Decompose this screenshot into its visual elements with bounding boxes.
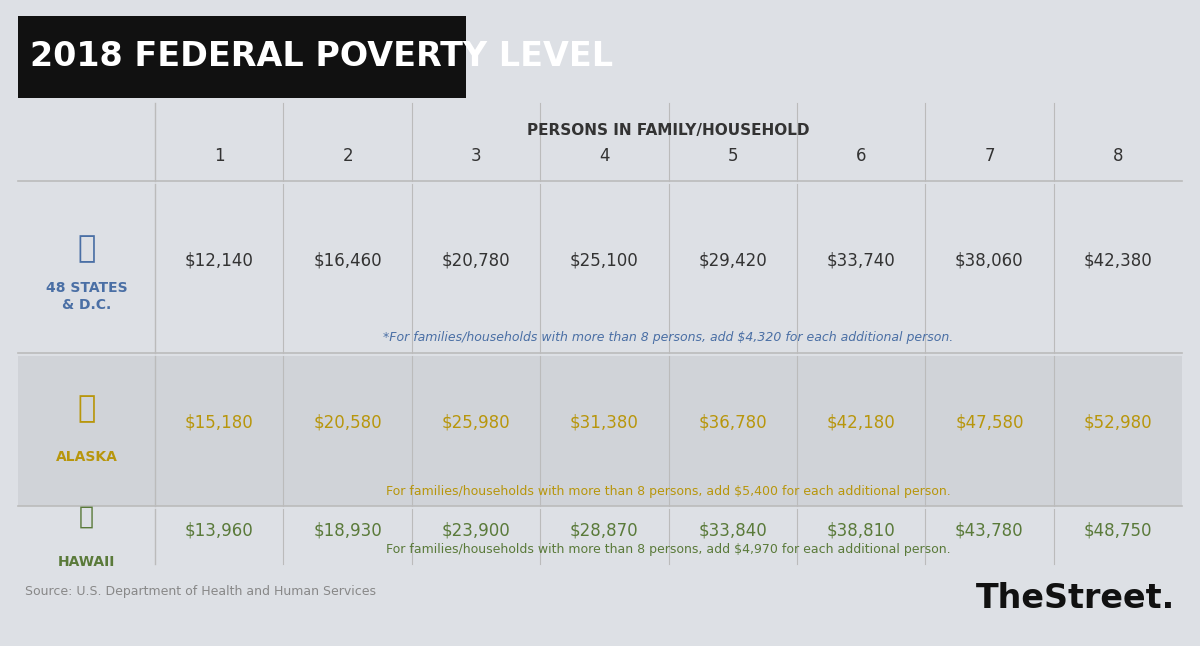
Text: $20,580: $20,580 bbox=[313, 414, 382, 432]
Text: PERSONS IN FAMILY/HOUSEHOLD: PERSONS IN FAMILY/HOUSEHOLD bbox=[527, 123, 810, 138]
Bar bbox=[18, 356, 1182, 506]
Text: ALASKA: ALASKA bbox=[55, 450, 118, 464]
Text: $13,960: $13,960 bbox=[185, 521, 253, 539]
Text: 48 STATES
& D.C.: 48 STATES & D.C. bbox=[46, 282, 127, 311]
Text: $38,060: $38,060 bbox=[955, 251, 1024, 269]
Text: TheStreet.: TheStreet. bbox=[976, 581, 1175, 614]
Text: 1: 1 bbox=[214, 147, 224, 165]
Bar bbox=[18, 16, 466, 98]
Bar bbox=[18, 509, 1182, 564]
Text: Source: U.S. Department of Health and Human Services: Source: U.S. Department of Health and Hu… bbox=[25, 585, 376, 598]
Text: 7: 7 bbox=[984, 147, 995, 165]
Text: $31,380: $31,380 bbox=[570, 414, 638, 432]
Text: $33,740: $33,740 bbox=[827, 251, 895, 269]
Text: $23,900: $23,900 bbox=[442, 521, 510, 539]
Text: $12,140: $12,140 bbox=[185, 251, 253, 269]
Text: 4: 4 bbox=[599, 147, 610, 165]
Text: $16,460: $16,460 bbox=[313, 251, 382, 269]
Text: For families/households with more than 8 persons, add $4,970 for each additional: For families/households with more than 8… bbox=[386, 543, 950, 556]
Text: 6: 6 bbox=[856, 147, 866, 165]
Text: $25,980: $25,980 bbox=[442, 414, 510, 432]
Text: 8: 8 bbox=[1112, 147, 1123, 165]
Text: $43,780: $43,780 bbox=[955, 521, 1024, 539]
Text: 5: 5 bbox=[727, 147, 738, 165]
Text: $18,930: $18,930 bbox=[313, 521, 382, 539]
Text: *For families/households with more than 8 persons, add $4,320 for each additiona: *For families/households with more than … bbox=[383, 331, 954, 344]
Text: $48,750: $48,750 bbox=[1084, 521, 1152, 539]
Text: HAWAII: HAWAII bbox=[58, 556, 115, 570]
Text: $28,870: $28,870 bbox=[570, 521, 638, 539]
Text: $42,380: $42,380 bbox=[1084, 251, 1152, 269]
Text: $33,840: $33,840 bbox=[698, 521, 767, 539]
Text: 3: 3 bbox=[470, 147, 481, 165]
Text: $52,980: $52,980 bbox=[1084, 414, 1152, 432]
Text: 🏝: 🏝 bbox=[79, 505, 94, 528]
Text: $29,420: $29,420 bbox=[698, 251, 767, 269]
Text: 2018 FEDERAL POVERTY LEVEL: 2018 FEDERAL POVERTY LEVEL bbox=[30, 41, 613, 74]
Text: $38,810: $38,810 bbox=[827, 521, 895, 539]
Text: $36,780: $36,780 bbox=[698, 414, 767, 432]
Text: $47,580: $47,580 bbox=[955, 414, 1024, 432]
Text: For families/households with more than 8 persons, add $5,400 for each additional: For families/households with more than 8… bbox=[386, 486, 950, 499]
Text: 2: 2 bbox=[342, 147, 353, 165]
Text: 🗺: 🗺 bbox=[77, 234, 96, 263]
Text: ⛰: ⛰ bbox=[77, 395, 96, 424]
Text: $15,180: $15,180 bbox=[185, 414, 253, 432]
Bar bbox=[18, 184, 1182, 353]
Text: $42,180: $42,180 bbox=[827, 414, 895, 432]
Text: $20,780: $20,780 bbox=[442, 251, 510, 269]
Text: $25,100: $25,100 bbox=[570, 251, 638, 269]
